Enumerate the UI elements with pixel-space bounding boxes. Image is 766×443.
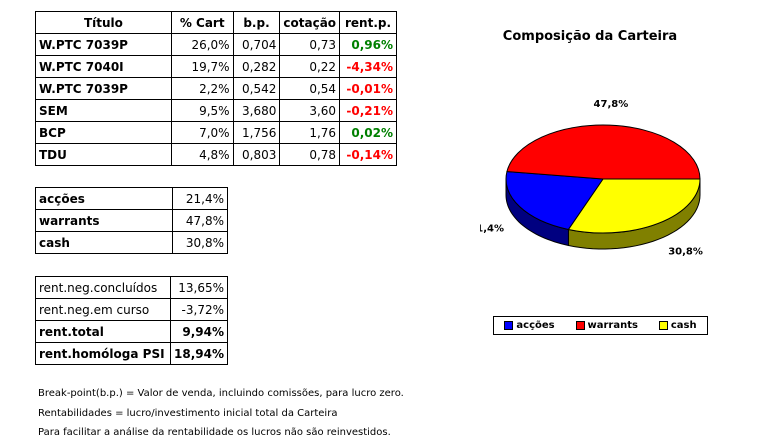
table-row: TDU 4,8% 0,803 0,78 -0,14% — [35, 143, 397, 166]
header-cart: % Cart — [170, 11, 234, 34]
rent-label: rent.homóloga PSI — [34, 342, 172, 365]
allocation-label: warrants — [35, 209, 173, 232]
table-row: rent.neg.em curso -3,72% — [34, 298, 228, 321]
allocation-value: 47,8% — [172, 209, 228, 232]
pie-slice-acções — [505, 171, 604, 231]
cell-titulo: W.PTC 7039P — [35, 77, 172, 100]
cell-cotacao: 0,73 — [279, 33, 341, 56]
pie-label-acções: 21,4% — [480, 224, 504, 235]
cell-cotacao: 1,76 — [279, 121, 341, 144]
cell-cotacao: 0,78 — [279, 143, 341, 166]
cell-bp: 0,542 — [232, 77, 281, 100]
cell-rent: 0,96% — [339, 33, 397, 56]
pie-chart: 30,8% 21,4% 47,8% — [480, 99, 703, 257]
cell-titulo: TDU — [35, 143, 172, 166]
cell-cotacao: 0,54 — [279, 77, 341, 100]
legend-label: cash — [670, 320, 697, 331]
allocation-value: 21,4% — [172, 187, 228, 210]
cell-titulo: W.PTC 7040I — [35, 55, 172, 78]
positions-table: Título % Cart b.p. cotação rent.p. W.PTC… — [35, 11, 397, 166]
cell-cotacao: 3,60 — [279, 99, 341, 122]
cell-rent: 0,02% — [339, 121, 397, 144]
cell-cart: 7,0% — [170, 121, 234, 144]
table-row: W.PTC 7039P 2,2% 0,542 0,54 -0,01% — [35, 77, 397, 100]
header-titulo: Título — [35, 11, 172, 34]
note-lucros: Para facilitar a análise da rentabilidad… — [38, 427, 391, 438]
table-row: W.PTC 7039P 26,0% 0,704 0,73 0,96% — [35, 33, 397, 56]
chart-title: Composição da Carteira — [502, 29, 678, 44]
table-row: cash 30,8% — [35, 231, 228, 254]
allocation-value: 30,8% — [172, 231, 228, 254]
legend-label: warrants — [587, 320, 638, 331]
table-row: rent.homóloga PSI 18,94% — [34, 342, 228, 365]
cell-bp: 3,680 — [232, 99, 281, 122]
rent-value: -3,72% — [170, 298, 228, 321]
cell-cart: 9,5% — [170, 99, 234, 122]
header-rent: rent.p. — [339, 11, 397, 34]
note-rentabilidades: Rentabilidades = lucro/investimento inic… — [38, 407, 338, 419]
cell-cart: 26,0% — [170, 33, 234, 56]
pie-slice-cash — [567, 178, 701, 234]
cell-titulo: BCP — [35, 121, 172, 144]
rent-label: rent.total — [34, 320, 172, 343]
chart-legend: acções warrants cash — [493, 316, 708, 335]
header-cotacao: cotação — [279, 11, 341, 34]
allocation-label: acções — [35, 187, 173, 210]
legend-item-cash: cash — [658, 320, 697, 331]
cell-cotacao: 0,22 — [279, 55, 341, 78]
cell-titulo: SEM — [35, 99, 172, 122]
cell-rent: -0,01% — [339, 77, 397, 100]
rentabilidade-table: rent.neg.concluídos 13,65% rent.neg.em cur… — [34, 276, 228, 365]
cell-rent: -0,21% — [339, 99, 397, 122]
rent-label: rent.neg.em curso — [34, 298, 172, 321]
table-row: rent.total 9,94% — [34, 320, 228, 343]
allocation-body: acções 21,4% warrants 47,8% cash 30,8% — [35, 187, 228, 254]
cell-bp: 0,704 — [232, 33, 281, 56]
cell-cart: 2,2% — [170, 77, 234, 100]
rent-value: 9,94% — [170, 320, 228, 343]
positions-header-row: Título % Cart b.p. cotação rent.p. — [35, 11, 397, 34]
table-row: BCP 7,0% 1,756 1,76 0,02% — [35, 121, 397, 144]
allocation-label: cash — [35, 231, 173, 254]
cell-rent: -0,14% — [339, 143, 397, 166]
header-bp: b.p. — [232, 11, 281, 34]
cell-bp: 0,282 — [232, 55, 281, 78]
positions-body: W.PTC 7039P 26,0% 0,704 0,73 0,96% W.PTC 7040… — [35, 33, 397, 166]
table-row: SEM 9,5% 3,680 3,60 -0,21% — [35, 99, 397, 122]
cell-cart: 19,7% — [170, 55, 234, 78]
pie-slice-warrants — [506, 124, 701, 180]
cell-bp: 0,803 — [232, 143, 281, 166]
legend-label: acções — [516, 320, 555, 331]
cell-titulo: W.PTC 7039P — [35, 33, 172, 56]
rent-label: rent.neg.concluídos — [34, 276, 172, 299]
rentabilidade-body: rent.neg.concluídos 13,65% rent.neg.em cur… — [34, 276, 228, 365]
cell-rent: -4,34% — [339, 55, 397, 78]
table-row: acções 21,4% — [35, 187, 228, 210]
legend-item-warrants: warrants — [575, 320, 638, 331]
cell-cart: 4,8% — [170, 143, 234, 166]
legend-item-acções: acções — [504, 320, 555, 331]
legend-swatch — [575, 321, 585, 330]
note-breakpoint: Break-point(b.p.) = Valor de venda, incl… — [38, 388, 404, 399]
notes: Break-point(b.p.) = Valor de venda, incl… — [38, 384, 404, 443]
pie-label-warrants: 47,8% — [594, 99, 629, 110]
allocation-table: acções 21,4% warrants 47,8% cash 30,8% — [35, 187, 228, 254]
legend-swatch — [504, 321, 514, 330]
cell-bp: 1,756 — [232, 121, 281, 144]
table-row: warrants 47,8% — [35, 209, 228, 232]
rent-value: 18,94% — [170, 342, 228, 365]
rent-value: 13,65% — [170, 276, 228, 299]
legend-swatch — [658, 321, 668, 330]
pie-label-cash: 30,8% — [668, 246, 703, 257]
table-row: rent.neg.concluídos 13,65% — [34, 276, 228, 299]
table-row: W.PTC 7040I 19,7% 0,282 0,22 -4,34% — [35, 55, 397, 78]
